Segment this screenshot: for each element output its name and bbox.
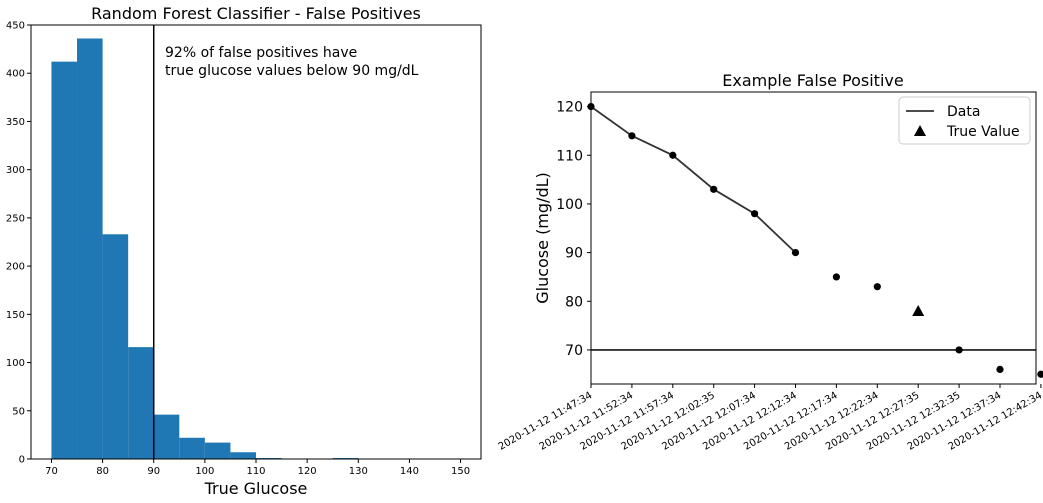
data-point	[751, 210, 759, 218]
y-tick-label: 90	[565, 246, 583, 262]
histogram-y-ticks: 0 50 100 150 200 250 300 350 400 450	[6, 21, 31, 466]
histogram-bar	[102, 234, 129, 459]
histogram-bar	[153, 414, 180, 459]
data-point	[710, 185, 718, 193]
y-tick-label: 250	[6, 213, 25, 224]
histogram-bar	[51, 61, 78, 459]
example-frame	[590, 91, 1037, 385]
example-y-ticks: 70 80 90 100 110 120	[556, 100, 591, 359]
x-tick-label: 140	[400, 466, 419, 477]
y-tick-label: 450	[6, 21, 25, 32]
histogram-bar	[204, 442, 231, 459]
y-tick-label: 300	[6, 165, 25, 176]
legend-box	[898, 96, 1031, 145]
data-point	[628, 132, 636, 140]
data-point	[669, 151, 677, 159]
example-ylabel: Glucose (mg/dL)	[533, 172, 552, 304]
x-tick-label: 70	[45, 466, 58, 477]
example-title: Example False Positive	[722, 71, 903, 90]
histogram-title: Random Forest Classifier - False Positiv…	[91, 4, 421, 23]
legend: Data True Value	[898, 96, 1031, 145]
data-point	[1037, 370, 1043, 378]
y-tick-label: 110	[556, 148, 583, 164]
x-tick-label: 80	[96, 466, 109, 477]
y-tick-label: 150	[6, 310, 25, 321]
data-line	[590, 105, 797, 254]
data-point	[832, 273, 841, 281]
annotation-line-1: 92% of false positives have	[165, 45, 357, 61]
y-tick-label: 50	[12, 406, 25, 417]
histogram-bar	[128, 347, 154, 459]
y-tick-label: 70	[565, 343, 583, 359]
x-tick-label: 100	[195, 466, 214, 477]
x-tick-label: 130	[349, 466, 368, 477]
x-tick-label: 110	[246, 466, 265, 477]
y-tick-label: 200	[6, 262, 25, 273]
true-value-marker	[912, 305, 925, 316]
annotation-line-2: true glucose values below 90 mg/dL	[165, 63, 419, 79]
y-tick-label: 350	[6, 117, 25, 128]
histogram-bars	[51, 38, 359, 459]
legend-label-true-value: True Value	[946, 124, 1020, 140]
legend-triangle-swatch	[914, 125, 926, 136]
x-tick-label: 150	[451, 466, 470, 477]
histogram-frame	[30, 24, 482, 460]
x-tick-label: 120	[298, 466, 317, 477]
data-point	[791, 249, 800, 257]
legend-label-data: Data	[947, 104, 980, 120]
y-tick-label: 80	[565, 294, 583, 310]
y-tick-label: 0	[19, 455, 25, 466]
histogram-xlabel: True Glucose	[204, 479, 308, 498]
data-point	[996, 365, 1004, 373]
y-tick-label: 100	[556, 197, 583, 213]
example-series	[587, 103, 1043, 378]
y-tick-label: 120	[556, 100, 583, 116]
histogram-bar	[77, 38, 103, 459]
y-tick-label: 100	[6, 358, 25, 369]
y-tick-label: 400	[6, 69, 25, 80]
x-tick-label: 90	[147, 466, 160, 477]
histogram-bar	[230, 452, 256, 459]
data-point	[873, 283, 881, 291]
histogram-x-ticks: 70 80 90 100 110 120 130 140 150	[45, 459, 470, 477]
data-point	[955, 346, 963, 354]
histogram-bar	[179, 437, 205, 459]
